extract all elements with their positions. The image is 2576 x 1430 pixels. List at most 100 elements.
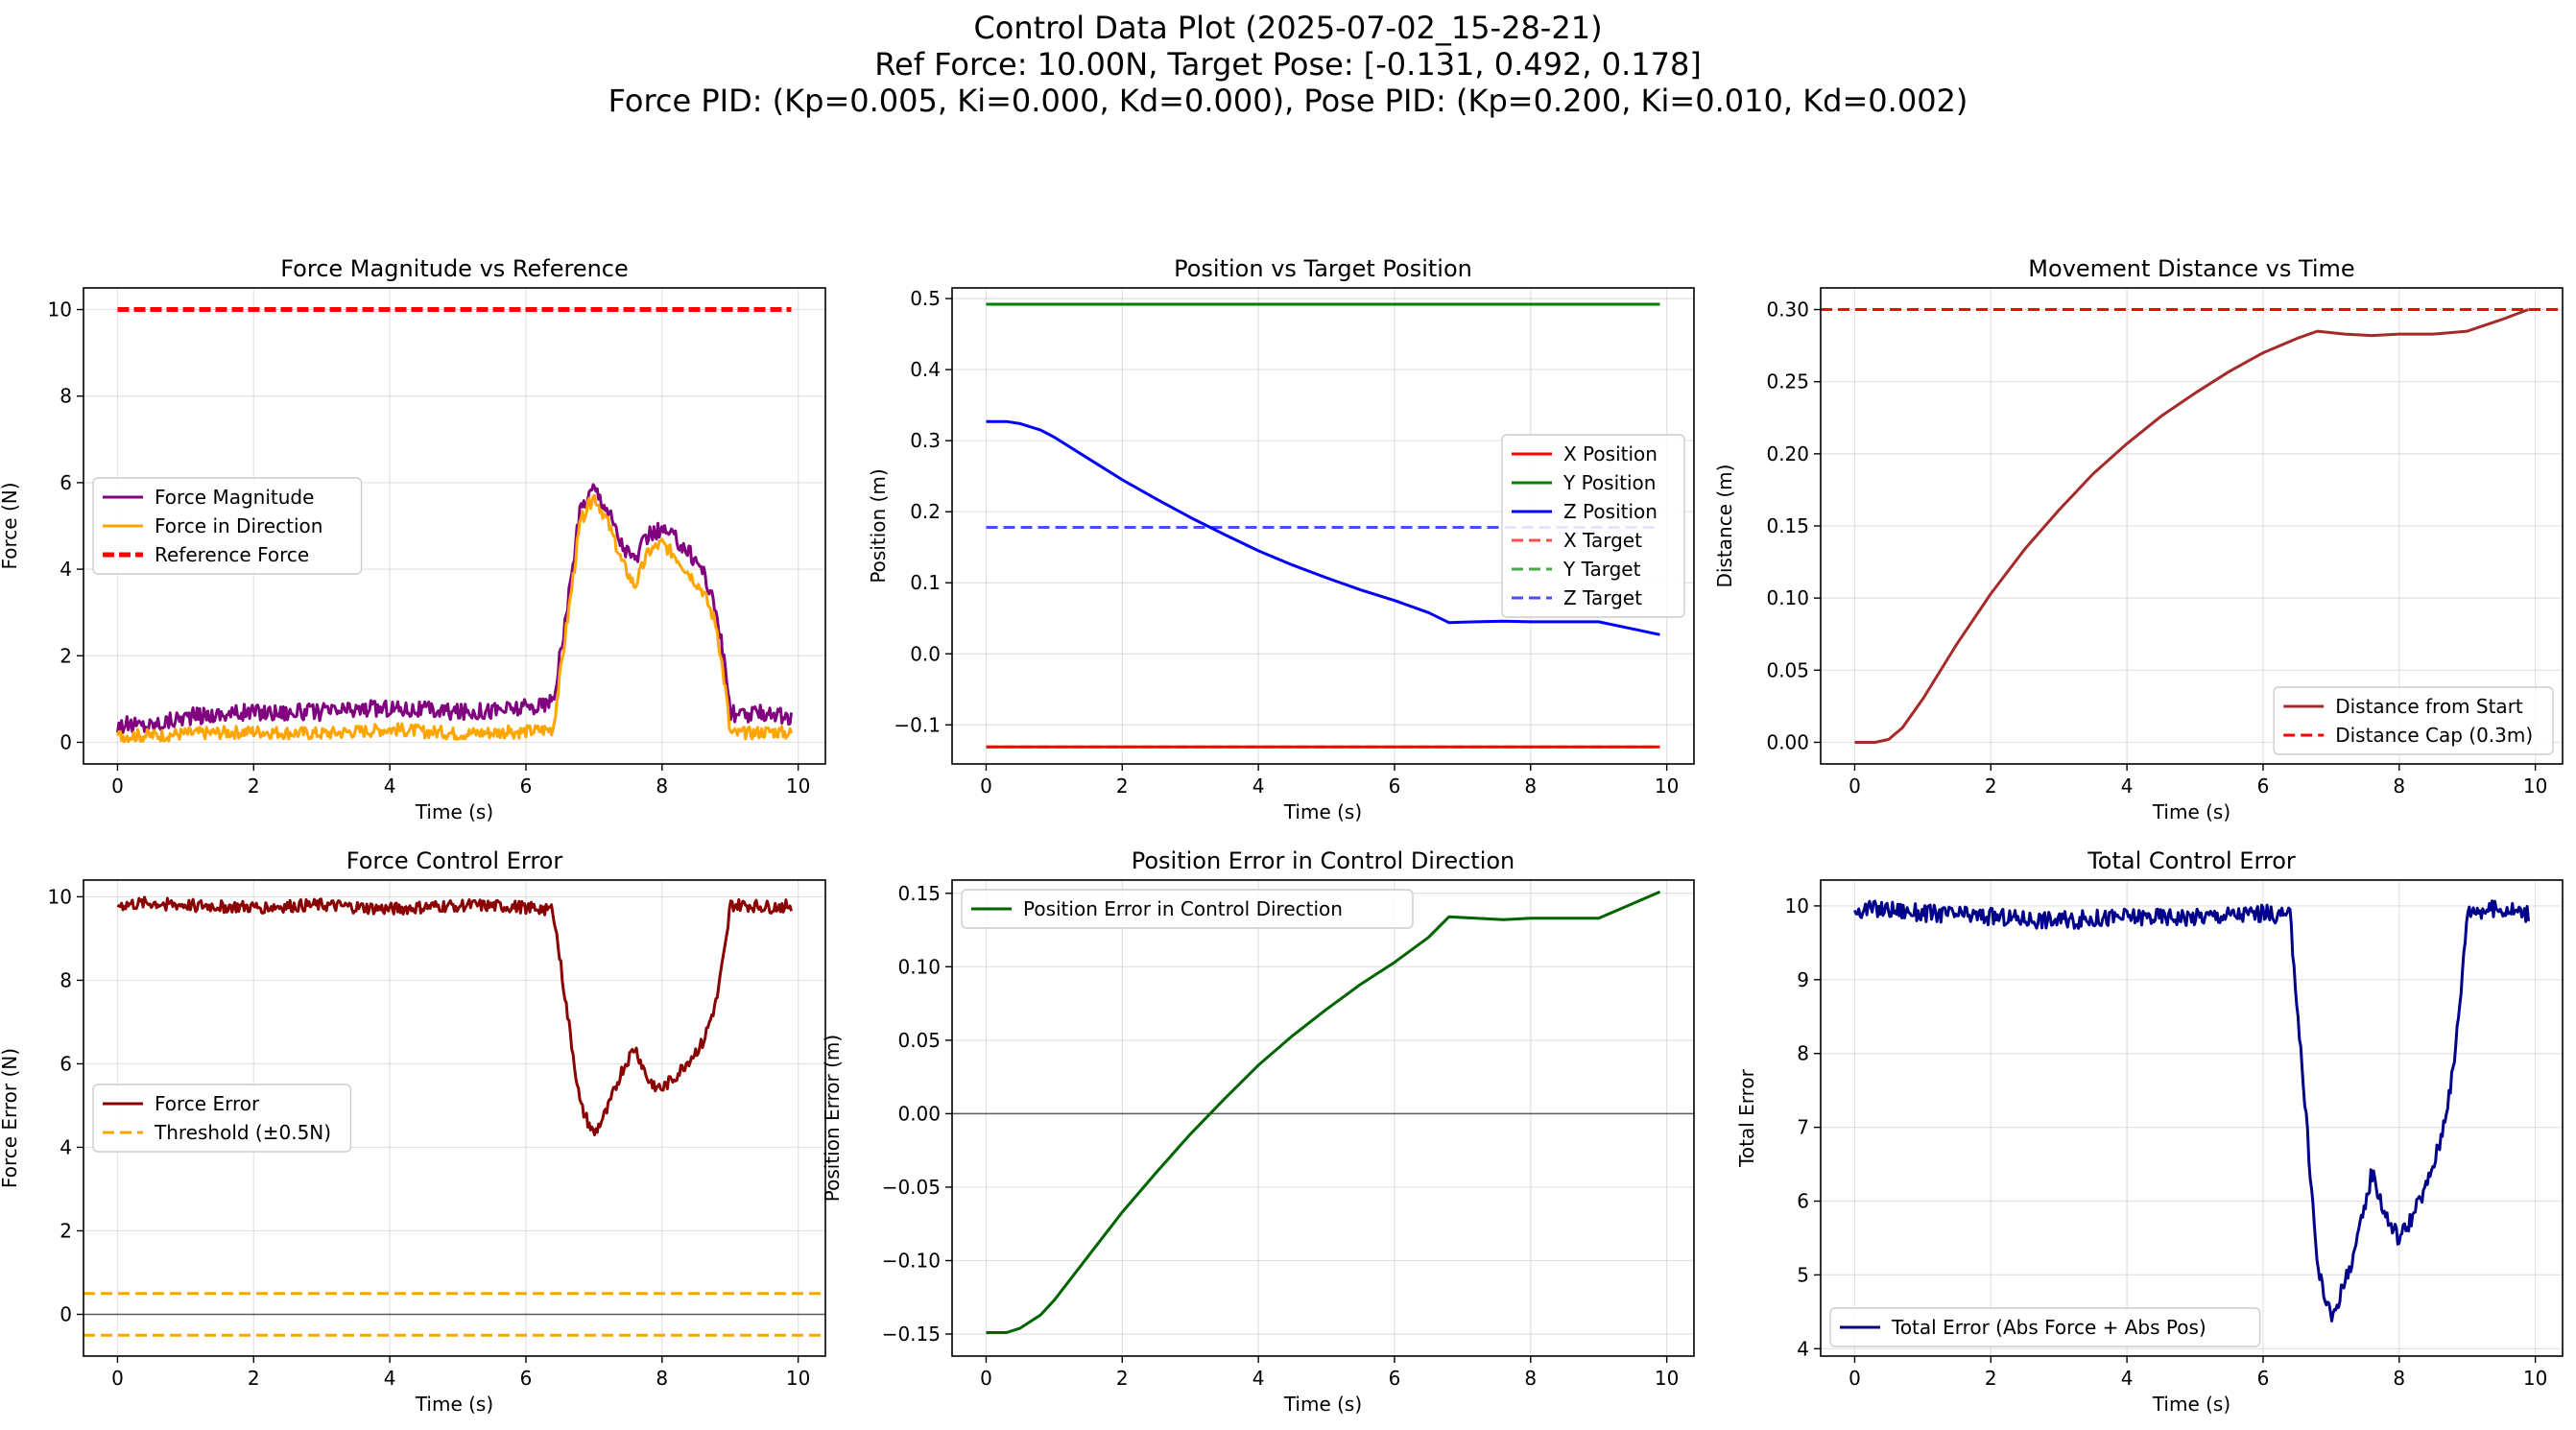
legend-label: Distance from Start xyxy=(2335,695,2523,718)
legend: Distance from Start Distance Cap (0.3m) xyxy=(2273,686,2554,755)
y-tick-label: 10 xyxy=(48,298,72,322)
chart-title: Position Error in Control Direction xyxy=(1132,847,1515,874)
y-tick-label: 0.00 xyxy=(897,1102,941,1125)
chart-title: Force Magnitude vs Reference xyxy=(280,255,629,282)
x-tick-label: 4 xyxy=(1252,1367,1265,1390)
x-tick-label: 2 xyxy=(1985,775,1997,798)
y-tick-label: 0.10 xyxy=(1766,586,1809,609)
y-tick-label: 9 xyxy=(1797,968,1809,991)
y-tick-label: 0.2 xyxy=(910,500,941,523)
x-tick-label: 6 xyxy=(520,1367,533,1390)
y-tick-label: 5 xyxy=(1797,1263,1809,1286)
x-tick-label: 0 xyxy=(980,775,992,798)
chart-panel-5: 0 2 4 6 8 10 −0.15 −0.10 −0.05 0.00 0.05 0.10 0.15 Po… xyxy=(821,847,1695,1416)
axes-frame xyxy=(83,879,826,1357)
x-axis-label: Time (s) xyxy=(2152,800,2230,823)
y-tick-label: 10 xyxy=(1785,894,1809,918)
series-line-2 xyxy=(116,493,793,744)
chart-panel-3: 0 2 4 6 8 10 0.00 0.05 0.10 0.15 0.20 0.25 0.30 Movem… xyxy=(1713,255,2564,823)
y-tick-label: 0.15 xyxy=(1766,514,1809,537)
x-tick-label: 6 xyxy=(2257,775,2270,798)
x-tick-label: 6 xyxy=(1389,775,1401,798)
legend-box xyxy=(2273,686,2554,755)
x-tick-label: 6 xyxy=(2257,1367,2270,1390)
legend-box xyxy=(1501,434,1685,618)
legend-label: Position Error in Control Direction xyxy=(1023,897,1343,920)
y-axis-label: Distance (m) xyxy=(1713,465,1736,588)
chart-title: Total Control Error xyxy=(2087,847,2296,874)
x-tick-label: 10 xyxy=(786,1367,810,1390)
x-tick-label: 0 xyxy=(1849,775,1861,798)
y-tick-label: 0.20 xyxy=(1766,442,1809,465)
x-tick-label: 2 xyxy=(248,1367,260,1390)
y-tick-label: 0.10 xyxy=(897,955,941,978)
x-tick-label: 10 xyxy=(2523,1367,2547,1390)
y-tick-label: 0 xyxy=(60,730,72,753)
y-tick-label: 2 xyxy=(60,644,72,667)
legend-box xyxy=(92,477,363,575)
series-group xyxy=(1853,899,2530,1323)
y-tick-label: −0.1 xyxy=(894,713,941,736)
y-tick-label: −0.15 xyxy=(882,1323,941,1346)
y-tick-label: 6 xyxy=(60,471,72,494)
series-line-3 xyxy=(986,419,1660,636)
y-tick-label: 0.0 xyxy=(910,642,941,665)
chart-panel-2: 0 2 4 6 8 10 −0.1 0.0 0.1 0.2 0.3 0.4 0.5 Position vs… xyxy=(867,255,1695,823)
x-tick-label: 4 xyxy=(2121,1367,2134,1390)
y-tick-label: 4 xyxy=(60,1135,72,1158)
legend-label: Force Error xyxy=(155,1092,260,1115)
legend-label: X Position xyxy=(1563,442,1658,465)
y-tick-label: 8 xyxy=(1797,1042,1809,1065)
y-axis-label: Position (m) xyxy=(867,468,890,583)
series-line-1 xyxy=(986,890,1661,1334)
figure-title: Control Data Plot (2025-07-02_15-28-21) … xyxy=(608,10,1968,119)
x-tick-label: 2 xyxy=(248,775,260,798)
chart-title: Movement Distance vs Time xyxy=(2028,255,2354,282)
x-tick-label: 8 xyxy=(1524,1367,1537,1390)
x-tick-label: 10 xyxy=(1655,1367,1679,1390)
legend-label: Z Target xyxy=(1563,586,1642,609)
x-tick-label: 8 xyxy=(2393,1367,2405,1390)
y-axis-label: Position Error (m) xyxy=(821,1035,844,1202)
series-line-1 xyxy=(116,895,793,1136)
legend-label: Force Magnitude xyxy=(155,486,314,509)
y-tick-label: 0.00 xyxy=(1766,730,1809,753)
y-tick-label: 0.15 xyxy=(897,882,941,905)
legend-label: Threshold (±0.5N) xyxy=(154,1121,331,1144)
y-tick-label: 6 xyxy=(60,1052,72,1075)
legend-label: Reference Force xyxy=(155,543,309,566)
y-tick-label: 2 xyxy=(60,1219,72,1242)
x-tick-label: 4 xyxy=(2121,775,2134,798)
y-tick-label: 0 xyxy=(60,1302,72,1325)
x-tick-label: 2 xyxy=(1985,1367,1997,1390)
y-tick-label: 0.30 xyxy=(1766,298,1809,322)
y-tick-label: 8 xyxy=(60,968,72,991)
series-group xyxy=(83,895,825,1337)
series-group xyxy=(1821,308,2563,744)
x-axis-label: Time (s) xyxy=(415,1393,493,1416)
x-tick-label: 2 xyxy=(1116,1367,1129,1390)
series-group xyxy=(986,890,1661,1334)
y-axis-label: Force (N) xyxy=(0,482,21,569)
legend-label: Z Position xyxy=(1563,500,1658,523)
axes-frame xyxy=(1820,879,2564,1357)
series-line-1 xyxy=(116,483,793,734)
series-line-1 xyxy=(1854,308,2530,744)
legend-box xyxy=(92,1084,352,1153)
x-tick-label: 6 xyxy=(520,775,533,798)
axes-frame xyxy=(951,879,1695,1357)
chart-title: Position vs Target Position xyxy=(1174,255,1472,282)
x-tick-label: 0 xyxy=(980,1367,992,1390)
x-tick-label: 4 xyxy=(1252,775,1265,798)
y-tick-label: 0.25 xyxy=(1766,370,1809,393)
x-tick-label: 10 xyxy=(1655,775,1679,798)
axes-frame xyxy=(951,287,1695,765)
x-tick-label: 8 xyxy=(2393,775,2405,798)
legend-box xyxy=(1829,1307,2261,1347)
legend-label: Force in Direction xyxy=(155,514,322,537)
legend-label: Y Position xyxy=(1562,471,1656,494)
legend: Force Error Threshold (±0.5N) xyxy=(92,1084,352,1153)
y-axis-label: Total Error xyxy=(1735,1068,1758,1168)
x-tick-label: 0 xyxy=(111,1367,124,1390)
